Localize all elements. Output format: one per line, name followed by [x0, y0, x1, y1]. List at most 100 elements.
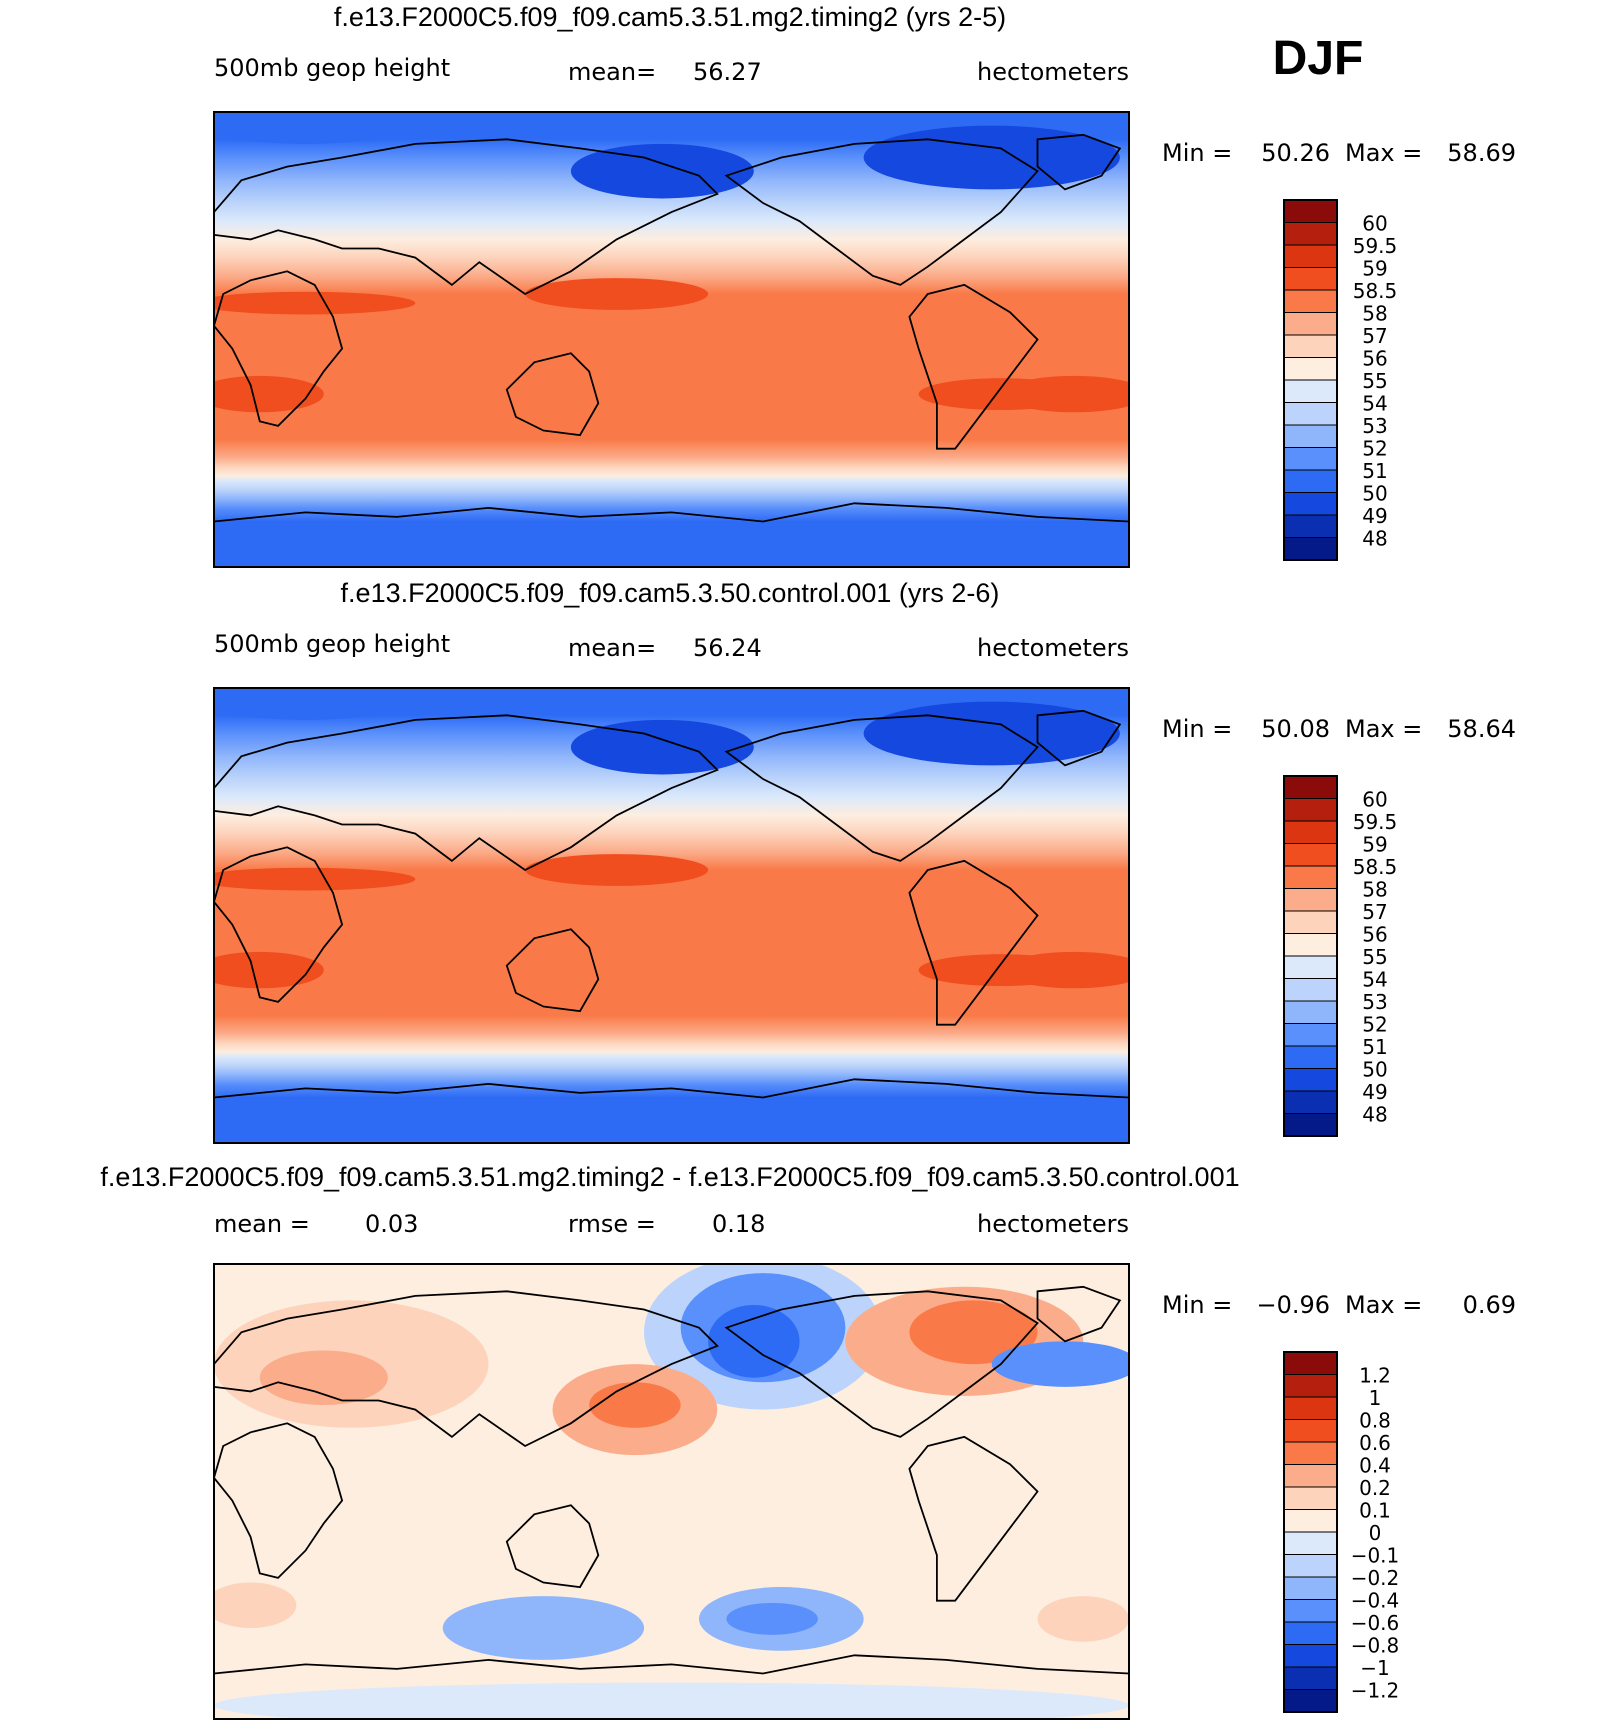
contour-low	[570, 719, 754, 775]
mean-value: 0.03	[365, 1210, 418, 1238]
colorbar-tick-label: 58.5	[1353, 855, 1398, 879]
map-plot	[213, 687, 1130, 1144]
mean-label: mean =	[214, 1210, 310, 1238]
coastline	[1036, 1285, 1122, 1343]
anomaly-positive	[909, 1300, 1038, 1365]
colorbar-swatch	[1283, 447, 1338, 471]
colorbar-swatch	[1283, 1666, 1338, 1690]
colorbar-tick-label: 0.1	[1359, 1499, 1391, 1523]
colorbar-swatch	[1283, 1486, 1338, 1510]
units-label: hectometers	[977, 58, 1129, 86]
colorbar-tick-label: 55	[1362, 369, 1387, 393]
colorbar-tick-label: 53	[1362, 990, 1387, 1014]
colorbar-tick-label: 50	[1362, 1058, 1387, 1082]
colorbar-tick-label: −1	[1360, 1656, 1389, 1680]
colorbar-tick-label: 0	[1369, 1521, 1382, 1545]
colorbar-tick-label: 59	[1362, 833, 1387, 857]
colorbar-tick-label: 0.8	[1359, 1409, 1391, 1433]
panel-3: f.e13.F2000C5.f09_f09.cam5.3.51.mg2.timi…	[100, 1162, 1516, 1720]
panel-title: f.e13.F2000C5.f09_f09.cam5.3.51.mg2.timi…	[100, 1162, 1239, 1192]
mean-label: mean=	[568, 58, 656, 86]
contour-high	[525, 854, 709, 886]
anomaly-positive	[214, 1582, 297, 1628]
colorbar-tick-label: 54	[1362, 968, 1387, 992]
colorbar-swatch	[1283, 1113, 1338, 1137]
colorbar-tick-label: 0.4	[1359, 1454, 1391, 1478]
colorbar-tick-label: 57	[1362, 324, 1387, 348]
coastline	[214, 270, 344, 427]
colorbar-swatch	[1283, 1090, 1338, 1114]
coastline	[214, 846, 344, 1003]
anomaly-positive	[589, 1382, 681, 1428]
colorbar-tick-label: −0.2	[1351, 1566, 1400, 1590]
min-label: Min =	[1162, 1291, 1232, 1319]
colorbar-tick-label: 54	[1362, 392, 1387, 416]
colorbar-swatch	[1283, 1000, 1338, 1024]
colorbar-swatch	[1283, 199, 1338, 223]
anomaly-positive	[1037, 1596, 1129, 1642]
colorbar-swatch	[1283, 1464, 1338, 1488]
max-label: Max =	[1345, 715, 1422, 743]
colorbar-swatch	[1283, 1531, 1338, 1555]
colorbar-tick-label: 49	[1362, 504, 1387, 528]
contour-high	[214, 291, 416, 315]
anomaly-positive	[259, 1350, 388, 1406]
colorbar-swatch	[1283, 1045, 1338, 1069]
map-frame	[213, 1263, 1130, 1720]
colorbar-swatch	[1283, 1689, 1338, 1713]
contour-low	[570, 143, 754, 199]
coastline	[908, 859, 1039, 1026]
colorbar-swatch	[1283, 379, 1338, 403]
colorbar-tick-label: 52	[1362, 1013, 1387, 1037]
coastline	[908, 283, 1039, 450]
colorbar-swatch	[1283, 1419, 1338, 1443]
season-label: DJF	[1273, 32, 1364, 85]
colorbar-swatch	[1283, 492, 1338, 516]
colorbar-frame	[1283, 1351, 1338, 1713]
colorbar-tick-label: −0.4	[1351, 1589, 1400, 1613]
colorbar-tick-label: 49	[1362, 1080, 1387, 1104]
colorbar-swatch	[1283, 888, 1338, 912]
coastline	[214, 1290, 719, 1448]
colorbar-swatch	[1283, 775, 1338, 799]
colorbar-tick-label: −0.6	[1351, 1611, 1400, 1635]
colorbar-swatch	[1283, 424, 1338, 448]
panel-2: f.e13.F2000C5.f09_f09.cam5.3.50.control.…	[213, 578, 1516, 1144]
rmse-label: rmse =	[568, 1210, 656, 1238]
panel-title: f.e13.F2000C5.f09_f09.cam5.3.51.mg2.timi…	[334, 2, 1006, 32]
variable-label: 500mb geop height	[214, 630, 450, 658]
colorbar-swatch	[1283, 357, 1338, 381]
colorbar-tick-label: 58	[1362, 878, 1387, 902]
coastline	[724, 714, 1039, 862]
contour-high	[1000, 951, 1129, 989]
colorbar-swatch	[1283, 334, 1338, 358]
min-value: −0.96	[1256, 1291, 1330, 1319]
colorbar-frame	[1283, 199, 1338, 561]
map-plot	[213, 1263, 1130, 1720]
colorbar-swatch	[1283, 798, 1338, 822]
coastline	[214, 502, 1129, 523]
panel-1: f.e13.F2000C5.f09_f09.cam5.3.51.mg2.timi…	[213, 2, 1516, 568]
colorbar-tick-label: 56	[1362, 347, 1387, 371]
colorbar-tick-label: 55	[1362, 945, 1387, 969]
coastline	[505, 352, 600, 437]
colorbar-tick-label: −0.1	[1351, 1544, 1400, 1568]
colorbar-tick-label: 0.6	[1359, 1431, 1391, 1455]
contour-low	[214, 692, 397, 720]
colorbar-tick-label: 60	[1362, 212, 1387, 236]
contour-high	[214, 867, 416, 891]
coastline	[214, 714, 719, 872]
coastline	[724, 138, 1039, 286]
colorbar-tick-label: 57	[1362, 900, 1387, 924]
colorbar-tick-label: 59.5	[1353, 810, 1398, 834]
colorbar-tick-label: 59	[1362, 257, 1387, 281]
colorbar-swatch	[1283, 933, 1338, 957]
coastline	[724, 1290, 1039, 1438]
map-plot	[213, 111, 1130, 568]
min-value: 50.26	[1261, 139, 1330, 167]
colorbar-swatch	[1283, 1068, 1338, 1092]
colorbar-tick-label: 48	[1362, 527, 1387, 551]
coastline	[214, 1654, 1129, 1675]
colorbar-swatch	[1283, 1554, 1338, 1578]
